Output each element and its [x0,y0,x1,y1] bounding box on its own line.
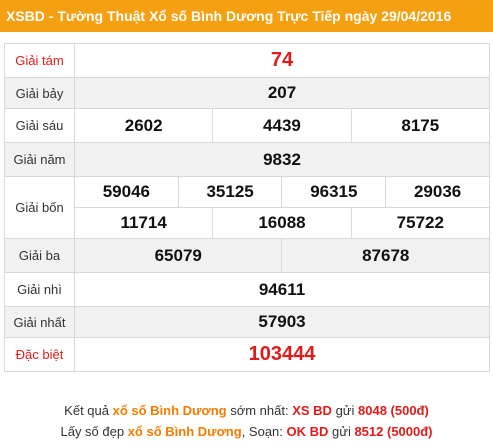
prize-label-nhat: Giải nhất [4,306,75,338]
prize-number-special: 103444 [74,337,490,372]
prize-number: 2602 [73,108,214,143]
prize-number: 4439 [212,108,352,143]
prize-number: 59046 [74,176,179,208]
sms-line-result: Kết quả xổ số Bình Dương sớm nhất: XS BD… [0,400,493,421]
prize-row-nhi: Giải nhì 94611 [4,272,490,307]
prize-number: 65079 [73,238,283,273]
prize-row-nhat: Giải nhất 57903 [4,306,490,338]
prize-number: 94611 [74,272,490,307]
prize-number: 87678 [281,238,490,273]
prize-row-sau: Giải sáu 2602 4439 8175 [4,108,491,143]
sms-footer: Kết quả xổ số Bình Dương sớm nhất: XS BD… [0,400,493,442]
sms-number: 8512 [354,424,384,439]
prize-row-db: Đặc biệt 103444 [4,337,490,372]
prize-number: 96315 [281,176,387,208]
prize-number: 16088 [212,207,352,239]
sms-number: 8048 [358,403,387,418]
prize-label-db: Đặc biệt [4,337,75,372]
prize-number: 75722 [350,207,491,239]
prize-row-bay: Giải bảy 207 [4,77,490,109]
footer-text: Kết quả [64,403,113,418]
footer-text: , Soạn: [241,424,287,439]
prize-number: 57903 [74,306,490,338]
page-header: XSBD - Tường Thuật Xổ số Bình Dương Trực… [0,0,493,32]
footer-text: Lấy số đẹp [60,424,128,439]
prize-number: 207 [74,77,490,109]
prize-label-tam: Giải tám [4,43,75,78]
prize-number: 74 [74,43,490,78]
prize-number: 11714 [73,207,214,239]
xsbd-link[interactable]: xổ số Bình Dương [112,403,227,418]
sms-price: (500đ) [386,403,429,418]
prize-label-bay: Giải bảy [4,77,75,109]
prize-number: 8175 [350,108,491,143]
sms-code: OK BD [286,424,329,439]
prize-row-bon: Giải bốn 59046 35125 96315 29036 [4,176,490,239]
prize-label-nam: Giải năm [4,142,75,177]
prize-label-ba: Giải ba [4,238,75,273]
footer-text: sớm nhất: [226,403,293,418]
prize-row-ba: Giải ba 65079 87678 [4,238,490,273]
sms-price: (5000đ) [383,424,433,439]
results-table: Giải tám 74 Giải bảy 207 Giải sáu 2602 4… [4,43,491,372]
prize-label-nhi: Giải nhì [4,272,75,307]
sms-code: XS BD [292,403,332,418]
prize-row-bon-2: 11714 16088 75722 [5,207,491,239]
xsbd-link[interactable]: xổ số Bình Dương [127,424,242,439]
footer-text: gửi [331,403,358,418]
footer-text: gửi [328,424,355,439]
prize-label-bon: Giải bốn [4,176,75,239]
page-title: XSBD - Tường Thuật Xổ số Bình Dương Trực… [6,8,452,24]
prize-number: 35125 [177,176,283,208]
prize-number: 9832 [74,142,490,177]
sms-line-lucky: Lấy số đẹp xổ số Bình Dương, Soạn: OK BD… [0,421,493,442]
prize-row-tam: Giải tám 74 [4,43,490,78]
prize-row-nam: Giải năm 9832 [4,142,490,177]
prize-number: 29036 [385,176,490,208]
prize-label-sau: Giải sáu [4,108,75,143]
